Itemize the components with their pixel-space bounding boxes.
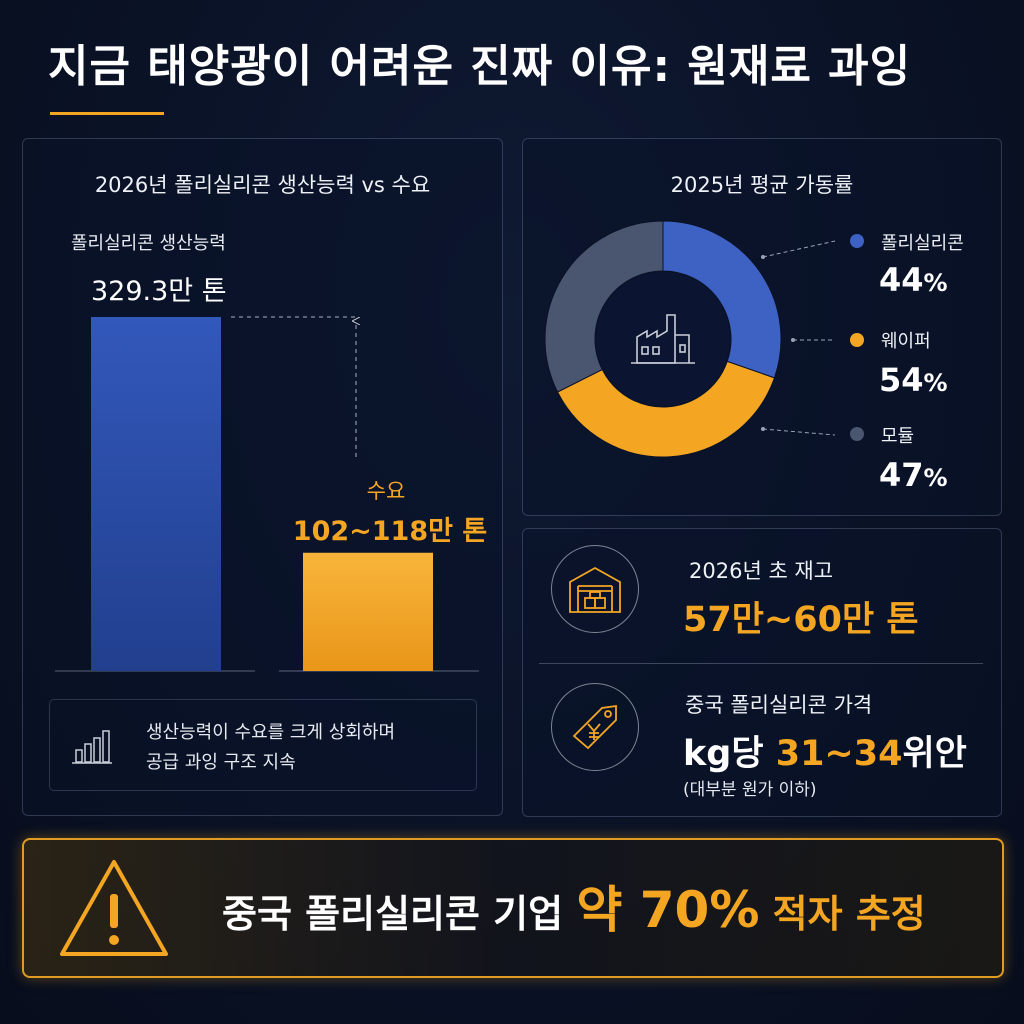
bar-capacity	[91, 317, 221, 671]
page-title: 지금 태양광이 어려운 진짜 이유: 원재료 과잉	[48, 41, 912, 92]
leader-line-polysilicon	[762, 240, 836, 258]
leader-dot-wafer	[791, 338, 795, 342]
factory-icon	[631, 314, 695, 364]
leader-dot-polysilicon	[761, 255, 765, 259]
title-underline	[50, 112, 164, 115]
utilization-donut-chart	[544, 220, 864, 458]
demand-value: 102~118만 톤	[292, 516, 488, 547]
inventory-label: 2026년 초 재고	[689, 559, 834, 583]
price-value: kg당 31~34위안	[683, 734, 967, 774]
capacity-label: 폴리실리콘 생산능력	[71, 233, 226, 254]
capacity-demand-panel: 2026년 폴리실리콘 생산능력 vs 수요 폴리실리콘 생산능력 329.3만…	[22, 138, 503, 816]
warehouse-icon	[551, 545, 639, 633]
donut-slice-wafer	[556, 360, 776, 458]
inventory-price-panel: 2026년 초 재고 57만~60만 톤 중국 폴리실리콘 가격 kg당 31~…	[522, 528, 1002, 817]
price-note: (대부분 원가 이하)	[683, 780, 817, 800]
bar-chart-icon	[72, 730, 112, 764]
inventory-value: 57만~60만 톤	[683, 600, 919, 640]
donut-slice-polysilicon	[662, 220, 782, 379]
banner-highlight: 약 70%	[576, 881, 760, 939]
legend-value-module: 47%	[879, 456, 948, 494]
legend-value-polysilicon: 44%	[879, 261, 948, 299]
oversupply-note: 생산능력이 수요를 크게 상회하며 공급 과잉 구조 지속	[49, 699, 477, 791]
legend-name-wafer: 웨이퍼	[881, 331, 931, 352]
banner-text: 중국 폴리실리콘 기업 약 70% 적자 추정	[222, 881, 926, 939]
loss-banner: 중국 폴리실리콘 기업 약 70% 적자 추정	[22, 838, 1004, 978]
leader-dot-module	[761, 427, 765, 431]
legend-name-module: 모듈	[881, 426, 915, 447]
demand-label: 수요	[366, 479, 406, 503]
legend-swatch-polysilicon	[850, 234, 864, 248]
price-label: 중국 폴리실리콘 가격	[685, 693, 873, 717]
capacity-bar-chart	[55, 316, 479, 672]
utilization-panel: 2025년 평균 가동률 폴리실리콘 44% 웨이퍼 54% 모듈 47%	[522, 138, 1002, 516]
utilization-chart-title: 2025년 평균 가동률	[670, 173, 854, 197]
warning-icon	[60, 860, 168, 956]
capacity-chart-title: 2026년 폴리실리콘 생산능력 vs 수요	[94, 173, 431, 197]
donut-hole	[596, 272, 730, 406]
note-line-1: 생산능력이 수요를 크게 상회하며	[146, 722, 396, 743]
note-line-2: 공급 과잉 구조 지속	[146, 752, 296, 773]
legend-swatch-module	[850, 427, 864, 441]
capacity-value: 329.3만 톤	[91, 276, 227, 307]
bar-demand	[303, 552, 433, 671]
leader-line-module	[762, 428, 836, 436]
legend-swatch-wafer	[850, 333, 864, 347]
legend-name-polysilicon: 폴리실리콘	[881, 233, 964, 254]
donut-slice-module	[544, 220, 664, 393]
legend-value-wafer: 54%	[879, 361, 948, 399]
price-tag-icon	[551, 683, 639, 771]
stats-divider	[539, 663, 983, 664]
